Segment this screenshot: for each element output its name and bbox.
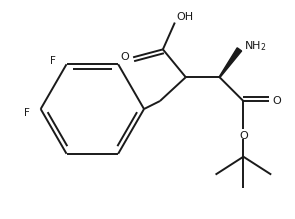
Text: O: O: [121, 52, 130, 62]
Polygon shape: [219, 48, 242, 78]
Text: F: F: [24, 108, 30, 118]
Text: O: O: [239, 131, 248, 141]
Text: NH$_2$: NH$_2$: [244, 39, 267, 53]
Text: O: O: [273, 96, 281, 106]
Text: OH: OH: [176, 12, 193, 22]
Text: F: F: [50, 56, 55, 66]
